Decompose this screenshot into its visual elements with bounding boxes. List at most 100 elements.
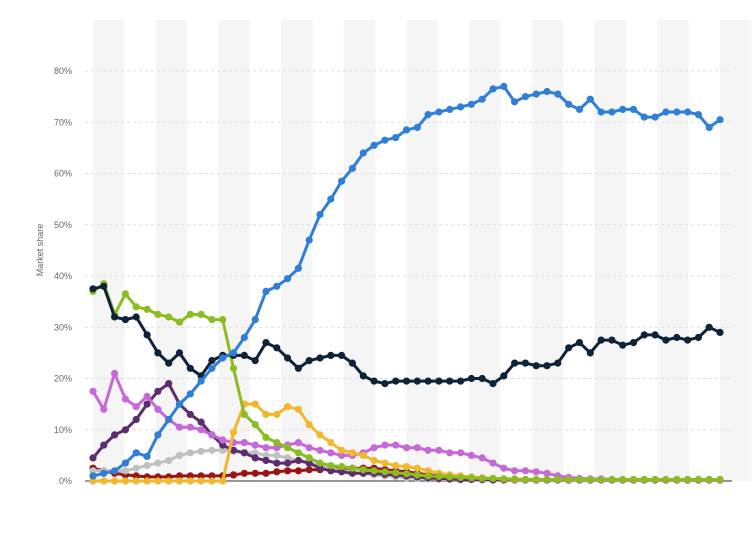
data-point — [684, 108, 692, 116]
data-point — [402, 377, 411, 385]
data-point — [284, 459, 292, 467]
data-point — [359, 372, 367, 380]
data-point — [219, 436, 227, 444]
data-point — [186, 364, 194, 372]
data-point — [435, 472, 443, 480]
data-point — [111, 477, 119, 485]
data-point — [402, 126, 411, 134]
data-point — [132, 449, 140, 457]
data-point — [370, 444, 378, 452]
data-point — [305, 444, 313, 452]
data-point — [392, 441, 400, 449]
data-point — [240, 410, 248, 418]
data-point — [273, 444, 281, 452]
data-point — [294, 405, 302, 413]
data-point — [521, 475, 530, 484]
series-layer — [89, 82, 724, 485]
data-point — [273, 282, 281, 290]
data-point — [662, 108, 670, 116]
data-point — [500, 372, 508, 380]
data-point — [413, 464, 421, 472]
data-point — [273, 344, 281, 352]
data-point — [597, 475, 605, 484]
data-point — [100, 469, 108, 477]
data-point — [521, 93, 530, 101]
data-point — [662, 336, 670, 344]
data-point — [370, 467, 378, 475]
data-point — [629, 105, 638, 113]
data-point — [381, 136, 389, 144]
y-tick-label: 0% — [59, 476, 72, 486]
data-point — [435, 446, 443, 454]
data-point — [640, 331, 648, 339]
series-1 — [89, 282, 724, 388]
data-point — [467, 474, 475, 482]
data-point — [273, 459, 281, 467]
data-point — [338, 463, 346, 471]
data-point — [446, 449, 454, 457]
data-point — [640, 475, 648, 484]
data-point — [413, 444, 421, 452]
data-point — [240, 469, 248, 477]
data-point — [521, 467, 530, 475]
data-point — [165, 456, 173, 465]
data-point — [446, 377, 454, 385]
data-point — [165, 359, 173, 367]
data-point — [154, 459, 162, 467]
data-point — [327, 351, 335, 359]
data-point — [165, 415, 173, 424]
data-point — [543, 87, 551, 96]
data-point — [154, 349, 162, 357]
data-point — [111, 431, 119, 439]
data-point — [229, 428, 238, 436]
plot-band — [657, 20, 689, 481]
data-point — [381, 441, 389, 449]
data-point — [121, 316, 129, 324]
data-point — [402, 463, 411, 471]
data-point — [294, 456, 302, 465]
data-point — [219, 477, 227, 485]
data-point — [121, 459, 129, 467]
data-point — [273, 451, 281, 459]
data-point — [532, 475, 540, 484]
data-point — [651, 475, 659, 484]
data-point — [338, 468, 346, 476]
data-point — [478, 474, 486, 482]
data-point — [586, 475, 594, 484]
data-point — [673, 475, 681, 484]
data-point — [89, 285, 97, 293]
data-point — [294, 467, 302, 475]
data-point — [262, 287, 270, 295]
y-axis-title: Market share — [35, 224, 45, 277]
data-point — [175, 423, 184, 431]
data-point — [424, 446, 432, 454]
data-point — [694, 475, 703, 484]
data-point — [305, 357, 313, 365]
data-point — [208, 446, 216, 454]
data-point — [413, 471, 421, 479]
data-point — [510, 359, 519, 367]
data-point — [489, 474, 497, 482]
data-point — [348, 464, 356, 472]
data-point — [457, 377, 465, 385]
data-point — [89, 454, 97, 462]
data-point — [143, 331, 151, 339]
data-point — [294, 439, 302, 447]
data-point — [111, 369, 119, 377]
y-tick-label: 40% — [54, 271, 72, 281]
data-point — [370, 141, 378, 149]
plot-band — [720, 20, 752, 481]
data-point — [370, 456, 378, 465]
data-point — [143, 477, 151, 485]
data-point — [197, 418, 205, 426]
data-point — [489, 85, 497, 93]
data-point — [532, 362, 540, 370]
data-point — [208, 431, 216, 439]
data-point — [381, 468, 389, 476]
data-point — [175, 472, 184, 480]
plot-background-bands — [93, 20, 752, 481]
data-point — [111, 467, 119, 475]
data-point — [273, 439, 281, 447]
data-point — [208, 316, 216, 324]
data-point — [208, 364, 216, 372]
